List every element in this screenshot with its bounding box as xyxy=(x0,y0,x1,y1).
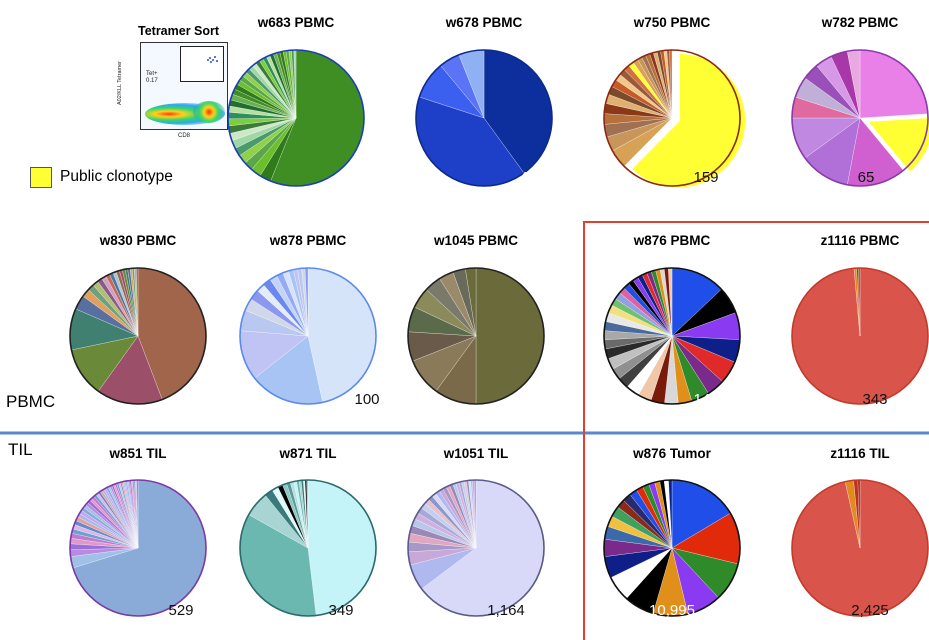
pie-title: z1116 TIL xyxy=(830,446,890,461)
pie-count-label: 47 xyxy=(519,169,537,186)
pie-count-label: 349 xyxy=(328,602,354,619)
pie-7 xyxy=(603,267,741,405)
facs-density-cloud-right xyxy=(193,101,225,123)
pie-slice xyxy=(307,479,377,616)
highlight-box xyxy=(583,221,929,640)
pie-count-label: 140 xyxy=(693,391,719,408)
legend-label: Public clonotype xyxy=(60,168,173,185)
pie-count-label: 2,425 xyxy=(851,602,889,619)
pie-9 xyxy=(69,479,207,617)
pie-outline xyxy=(603,267,741,405)
pie-slice xyxy=(603,551,668,605)
pie-4 xyxy=(69,267,207,405)
pie-title: w876 Tumor xyxy=(633,446,711,461)
pie-outline xyxy=(239,267,377,405)
pie-outline xyxy=(791,479,929,617)
pie-count-label: 100 xyxy=(354,391,380,408)
pie-title: w878 PBMC xyxy=(269,233,347,248)
pie-outline xyxy=(603,479,741,617)
pie-outline xyxy=(239,479,377,617)
pie-12 xyxy=(603,479,741,617)
pie-outline xyxy=(791,49,929,187)
pie-slice xyxy=(475,267,545,405)
public-clonotype-swatch xyxy=(30,166,52,188)
tetramer-sort-x-axis-label: CD8 xyxy=(178,133,191,139)
pie-count-label: 343 xyxy=(862,391,888,408)
row-label-til: TIL xyxy=(8,440,33,459)
tetramer-gate-frequency: Tet+ 0.17 xyxy=(146,71,158,84)
pie-count-label: 44 xyxy=(516,391,534,408)
pie-outline xyxy=(603,49,741,187)
pie-13 xyxy=(791,479,929,617)
pie-title: w851 TIL xyxy=(109,446,167,461)
pie-title: w830 PBMC xyxy=(99,233,177,248)
pie-outline xyxy=(69,479,207,617)
pie-8 xyxy=(791,267,929,405)
pie-outline xyxy=(407,479,545,617)
pie-title: w678 PBMC xyxy=(445,15,523,30)
pie-title: w876 PBMC xyxy=(633,233,711,248)
tetramer-positive-gate xyxy=(180,46,224,82)
tetramer-sort-title: Tetramer Sort xyxy=(138,24,220,38)
pie-outline xyxy=(227,49,365,187)
pie-count-label: 1,164 xyxy=(487,602,525,619)
facs-plot-area: Tet+ 0.17 xyxy=(140,42,228,130)
pie-count-label: 10,995 xyxy=(649,602,695,619)
pie-10 xyxy=(239,479,377,617)
pie-count-label: 65 xyxy=(857,169,875,186)
pie-3 xyxy=(791,49,929,187)
pie-title: w782 PBMC xyxy=(821,15,899,30)
tetramer-sort-y-axis-label: A02/KLL Tetramer xyxy=(117,60,124,106)
pie-slice xyxy=(628,51,748,190)
pie-2 xyxy=(603,49,748,190)
pie-title: w683 PBMC xyxy=(257,15,335,30)
pie-outline xyxy=(407,267,545,405)
tetramer-sort-scatter-plot: A02/KLL Tetramer Tet+ 0.17 CD8 xyxy=(117,42,228,142)
pie-title: w750 PBMC xyxy=(633,15,711,30)
pie-title: w1045 PBMC xyxy=(433,233,519,248)
pie-count-label: 159 xyxy=(693,169,719,186)
pie-11 xyxy=(407,479,545,617)
pie-outline xyxy=(791,267,929,405)
pie-outline xyxy=(415,49,553,187)
pie-outline xyxy=(69,267,207,405)
pie-count-label: 529 xyxy=(168,602,194,619)
pie-slice xyxy=(859,49,929,119)
pie-title: w1051 TIL xyxy=(443,446,509,461)
pie-1 xyxy=(415,49,553,187)
legend: Public clonotype xyxy=(30,165,173,189)
pie-6 xyxy=(407,267,545,405)
pie-title: z1116 PBMC xyxy=(820,233,900,248)
pie-count-label: 203 xyxy=(352,169,378,186)
pie-0 xyxy=(227,49,365,187)
pie-count-label: 198 xyxy=(171,391,197,408)
pie-5 xyxy=(239,267,377,405)
pie-title: w871 TIL xyxy=(279,446,337,461)
row-label-pbmc: PBMC xyxy=(6,392,56,411)
